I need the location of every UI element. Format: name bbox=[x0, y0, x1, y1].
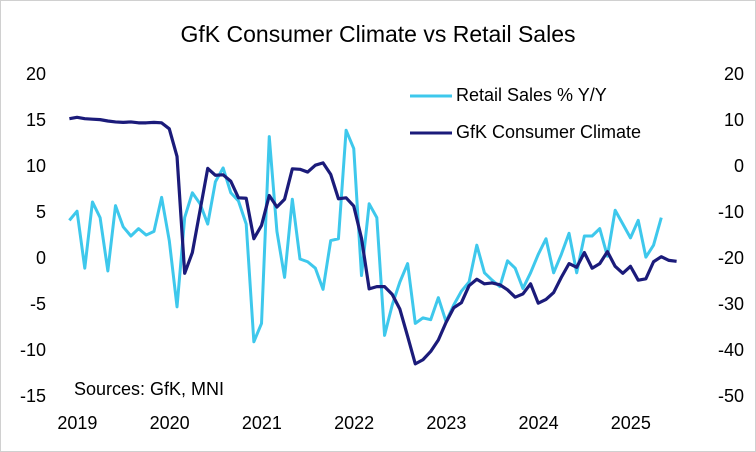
y-tick-label: 5 bbox=[36, 202, 46, 222]
series-line bbox=[69, 115, 677, 366]
x-tick-label: 2024 bbox=[519, 413, 559, 433]
x-tick-label: 2021 bbox=[242, 413, 282, 433]
chart-title: GfK Consumer Climate vs Retail Sales bbox=[181, 21, 576, 47]
y-tick-label: 15 bbox=[26, 110, 46, 130]
y-tick-label: 10 bbox=[26, 156, 46, 176]
y2-tick-label: -10 bbox=[718, 202, 744, 222]
y2-tick-label: -50 bbox=[718, 386, 744, 406]
y2-tick-label: 10 bbox=[724, 110, 744, 130]
x-tick-label: 2023 bbox=[426, 413, 466, 433]
annotation: Sources: GfK, MNI bbox=[74, 379, 224, 399]
y-tick-label: 20 bbox=[26, 64, 46, 84]
y-tick-label: -5 bbox=[30, 294, 46, 314]
series-line bbox=[68, 128, 663, 344]
x-tick-label: 2020 bbox=[150, 413, 190, 433]
y2-tick-label: -20 bbox=[718, 248, 744, 268]
legend-label: GfK Consumer Climate bbox=[456, 122, 641, 142]
y2-tick-label: 0 bbox=[734, 156, 744, 176]
y-tick-label: -15 bbox=[20, 386, 46, 406]
x-tick-label: 2025 bbox=[611, 413, 651, 433]
y2-tick-label: -30 bbox=[718, 294, 744, 314]
x-tick-label: 2019 bbox=[57, 413, 97, 433]
y-tick-label: 0 bbox=[36, 248, 46, 268]
y2-tick-label: -40 bbox=[718, 340, 744, 360]
y-tick-label: -10 bbox=[20, 340, 46, 360]
y2-tick-label: 20 bbox=[724, 64, 744, 84]
x-tick-label: 2022 bbox=[334, 413, 374, 433]
legend-label: Retail Sales % Y/Y bbox=[456, 85, 607, 105]
